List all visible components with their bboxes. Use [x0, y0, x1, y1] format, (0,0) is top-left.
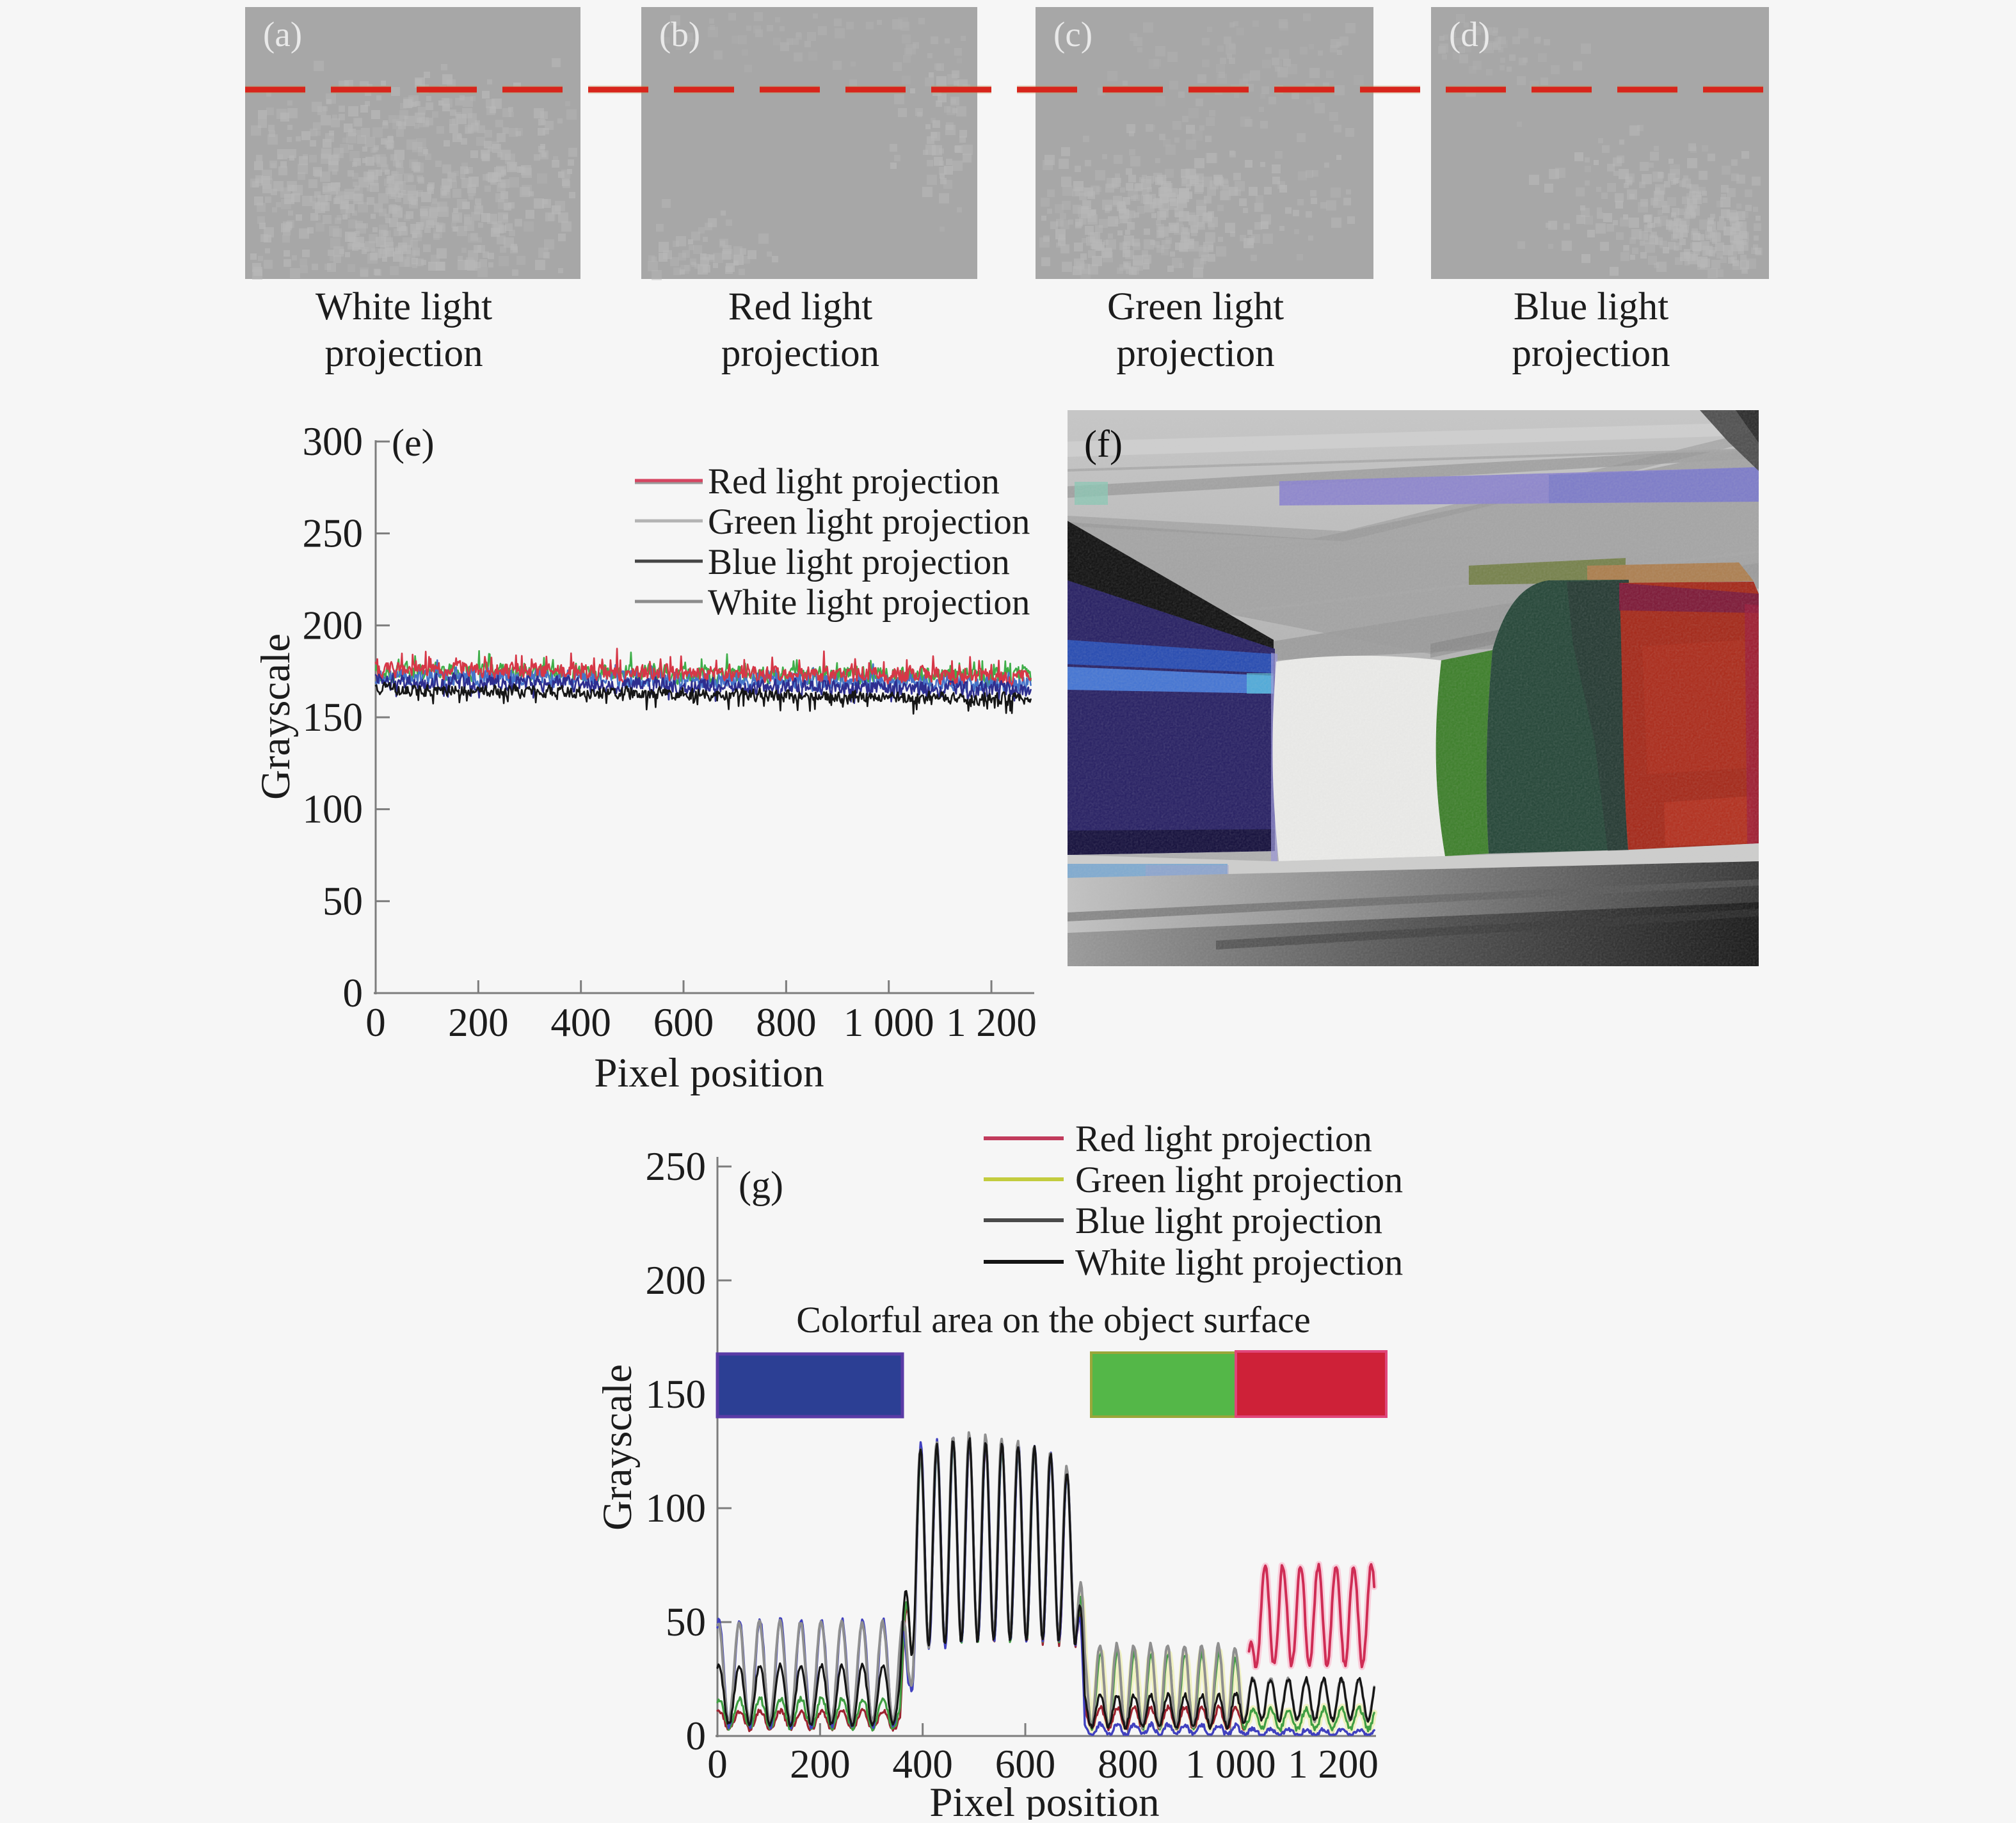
- svg-text:Red light projection: Red light projection: [708, 461, 1000, 502]
- svg-text:(e): (e): [392, 422, 435, 464]
- svg-text:200: 200: [448, 1000, 509, 1045]
- svg-text:White light: White light: [316, 285, 492, 328]
- svg-text:250: 250: [303, 511, 364, 556]
- svg-text:1 200: 1 200: [946, 1000, 1037, 1045]
- svg-text:(g): (g): [739, 1164, 783, 1206]
- svg-text:Pixel position: Pixel position: [594, 1050, 824, 1096]
- svg-text:300: 300: [303, 419, 364, 464]
- svg-text:150: 150: [303, 695, 364, 740]
- svg-text:projection: projection: [324, 332, 483, 375]
- svg-text:150: 150: [646, 1372, 707, 1417]
- svg-text:Grayscale: Grayscale: [253, 633, 299, 800]
- svg-text:Green light projection: Green light projection: [708, 502, 1030, 542]
- svg-text:1 200: 1 200: [1288, 1742, 1379, 1787]
- svg-text:50: 50: [666, 1600, 706, 1644]
- svg-text:200: 200: [303, 603, 364, 648]
- svg-text:50: 50: [323, 879, 363, 923]
- svg-text:0: 0: [707, 1742, 728, 1787]
- svg-text:(f): (f): [1084, 423, 1123, 465]
- svg-text:projection: projection: [1116, 332, 1274, 375]
- svg-text:800: 800: [1098, 1742, 1158, 1787]
- svg-text:Colorful area on the object su: Colorful area on the object surface: [796, 1299, 1311, 1341]
- svg-text:(a): (a): [263, 15, 302, 54]
- svg-text:Red light projection: Red light projection: [1075, 1118, 1372, 1159]
- svg-text:1 000: 1 000: [1185, 1742, 1276, 1787]
- svg-text:Grayscale: Grayscale: [595, 1364, 641, 1531]
- svg-text:Green light: Green light: [1107, 285, 1284, 328]
- svg-text:projection: projection: [1512, 332, 1670, 375]
- svg-text:(b): (b): [659, 15, 700, 54]
- svg-text:600: 600: [995, 1742, 1056, 1787]
- svg-text:200: 200: [790, 1742, 851, 1787]
- svg-text:100: 100: [646, 1486, 707, 1531]
- svg-text:(d): (d): [1449, 15, 1490, 54]
- svg-text:Blue light projection: Blue light projection: [1075, 1200, 1382, 1241]
- svg-text:0: 0: [686, 1714, 707, 1758]
- svg-text:projection: projection: [721, 332, 879, 375]
- svg-text:250: 250: [646, 1144, 707, 1189]
- svg-text:400: 400: [550, 1000, 611, 1045]
- svg-text:Green light projection: Green light projection: [1075, 1159, 1403, 1200]
- svg-text:Pixel position: Pixel position: [929, 1779, 1159, 1820]
- svg-text:Blue light: Blue light: [1514, 285, 1668, 328]
- svg-text:(c): (c): [1053, 15, 1092, 54]
- svg-text:White light projection: White light projection: [1075, 1241, 1403, 1283]
- svg-text:600: 600: [653, 1000, 714, 1045]
- svg-text:Blue light projection: Blue light projection: [708, 542, 1010, 582]
- svg-text:800: 800: [756, 1000, 817, 1045]
- svg-text:White light projection: White light projection: [708, 582, 1030, 623]
- svg-text:1 000: 1 000: [844, 1000, 934, 1045]
- svg-text:200: 200: [646, 1258, 707, 1303]
- svg-text:100: 100: [303, 787, 364, 832]
- svg-text:0: 0: [343, 971, 364, 1015]
- svg-text:0: 0: [365, 1000, 386, 1045]
- svg-text:400: 400: [892, 1742, 953, 1787]
- svg-text:Red light: Red light: [728, 285, 872, 328]
